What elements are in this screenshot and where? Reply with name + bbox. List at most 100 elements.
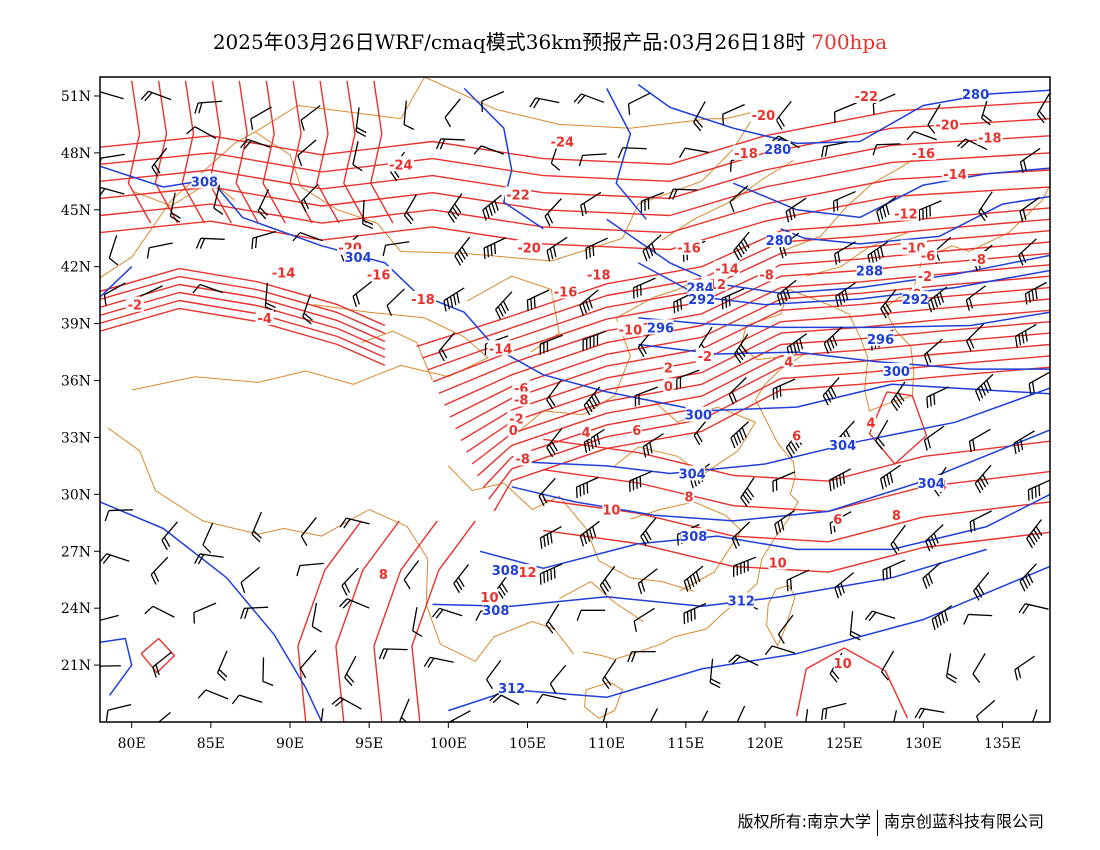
wind-barb: [732, 556, 757, 577]
temperature-label: 8: [684, 490, 693, 505]
height-label: 304: [918, 477, 945, 492]
temperature-label: -16: [677, 242, 701, 257]
label-halo: [687, 279, 714, 295]
height-label: 280: [764, 143, 791, 158]
isotherm: [493, 366, 1050, 512]
wind-barb: [580, 191, 602, 217]
wind-barb: [1019, 196, 1040, 223]
wind-barb: [786, 569, 810, 592]
isotherm: [335, 520, 400, 722]
coastline-segment: [661, 160, 794, 241]
wind-barb: [481, 90, 505, 113]
label-halo: [891, 507, 902, 523]
label-halo: [518, 564, 537, 580]
wind-barb: [579, 520, 600, 547]
height-contour: [100, 501, 323, 722]
wind-barb: [300, 105, 321, 131]
wind-barb: [890, 524, 906, 555]
wind-barb: [822, 377, 840, 406]
label-halo: [919, 247, 938, 263]
wind-barb: [676, 369, 700, 390]
wind-barb: [341, 567, 359, 596]
wind-barb: [627, 92, 651, 115]
height-contour: [479, 493, 1050, 570]
wind-barb: [876, 196, 897, 222]
lat-tick-label: 39N: [61, 317, 91, 333]
height-label: 308: [482, 604, 509, 619]
wind-barb: [1019, 147, 1041, 173]
temperature-label: 4: [582, 426, 591, 441]
wind-barb: [104, 509, 133, 522]
wind-barb: [144, 605, 175, 618]
wind-barb: [823, 326, 843, 354]
label-halo: [883, 363, 910, 379]
wind-barb: [583, 428, 605, 454]
wind-barb: [403, 560, 420, 590]
footer-separator: [876, 809, 878, 836]
temperature-label: -4: [257, 312, 271, 327]
wind-barb: [100, 553, 130, 564]
coastline-segment: [254, 110, 758, 262]
label-halo: [647, 319, 674, 335]
label-halo: [663, 359, 674, 375]
wind-barb: [352, 280, 373, 307]
height-label: 296: [647, 321, 674, 336]
wind-barb: [957, 138, 988, 151]
isotherm: [482, 343, 1050, 488]
wind-barb: [722, 103, 745, 126]
wind-barb: [412, 607, 423, 638]
lon-tick-label: 105E: [509, 736, 546, 752]
isotherm: [100, 283, 386, 343]
label-halo: [581, 423, 592, 439]
wind-barb: [978, 191, 993, 222]
wind-barb: [963, 613, 993, 625]
wind-barb: [526, 289, 550, 312]
wind-barb: [473, 145, 505, 155]
wind-barb: [828, 468, 852, 492]
temperature-label: -16: [912, 147, 936, 162]
isotherm: [100, 307, 386, 367]
wind-barb: [736, 705, 746, 722]
wind-barb: [640, 517, 657, 547]
isotherm: [868, 391, 928, 465]
wind-barb: [339, 598, 370, 609]
height-label: 304: [679, 467, 706, 482]
title-text: 2025年03月26日WRF/cmaq模式36km预报产品:03月26日18时: [212, 30, 806, 54]
isotherm: [543, 529, 1050, 573]
wind-barb: [617, 147, 647, 159]
label-halo: [902, 290, 929, 306]
wind-barb: [1014, 323, 1037, 348]
temperature-label: -18: [411, 293, 435, 308]
wind-barb: [105, 703, 132, 722]
lat-tick-label: 36N: [61, 374, 91, 390]
wind-barb: [678, 147, 709, 158]
height-labels: 280 280 308 280 304 288 2 8 4 292 292 296 296 300 300 3…: [191, 86, 989, 697]
lon-tick-label: 85E: [197, 736, 225, 752]
height-label: 280: [962, 88, 989, 103]
wind-barb: [100, 91, 124, 100]
wind-barb: [864, 610, 896, 622]
wind-barb: [549, 664, 567, 694]
label-halo: [631, 421, 642, 437]
height-contour: [448, 565, 1050, 712]
wind-barb: [972, 653, 986, 683]
temperature-label: -10: [619, 323, 643, 338]
coastline-segment: [766, 584, 796, 648]
wind-barb: [583, 386, 601, 416]
wind-barb: [453, 564, 470, 594]
isotherm: [100, 267, 386, 327]
label-halo: [892, 205, 919, 221]
wind-barb: [740, 477, 755, 507]
temperature-label: -6: [921, 249, 935, 264]
isotherm: [100, 291, 386, 351]
height-contour: [432, 548, 987, 608]
label-halo: [684, 488, 694, 504]
wind-barb: [709, 658, 721, 689]
lon-tick-label: 135E: [984, 736, 1021, 752]
lat-tick-label: 27N: [61, 544, 91, 560]
label-halo: [764, 141, 791, 157]
isotherm: [100, 169, 1050, 234]
wind-barb: [444, 98, 461, 128]
wind-barb: [378, 648, 408, 660]
label-halo: [680, 528, 707, 544]
